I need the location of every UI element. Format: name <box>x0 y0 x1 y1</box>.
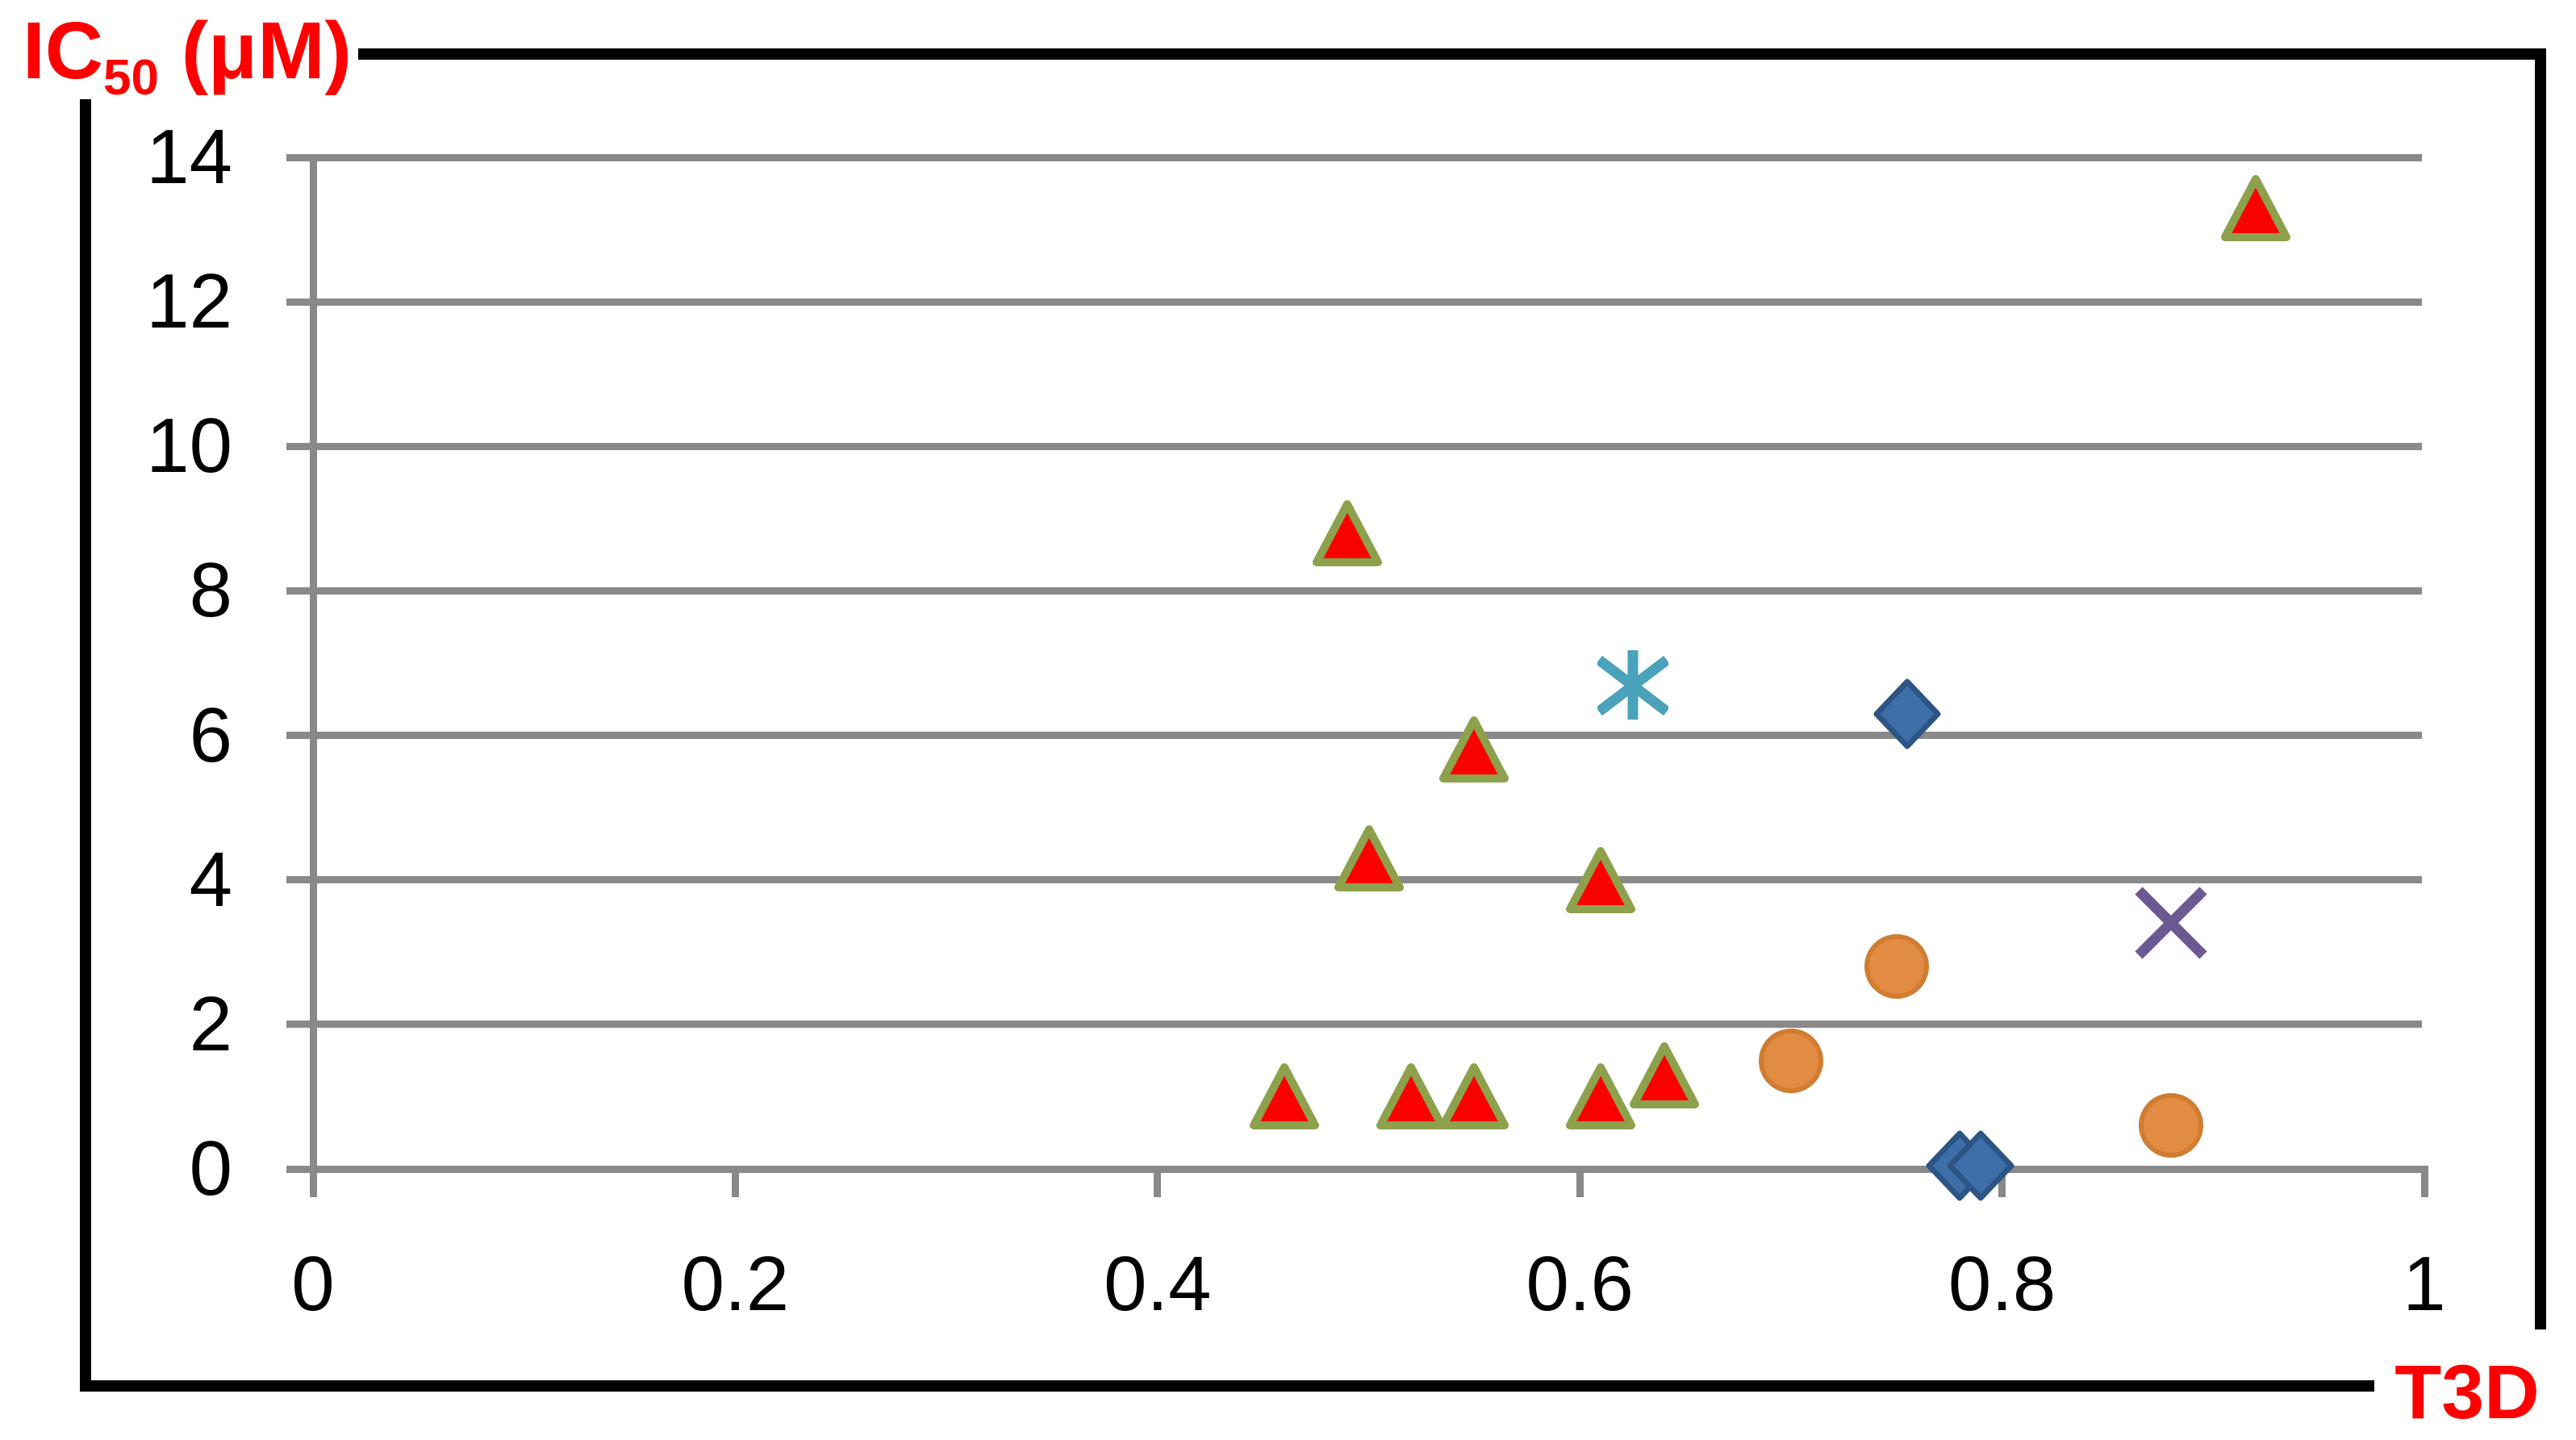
y-tick-label: 6 <box>189 691 232 778</box>
scatter-point-triangle-up-icon <box>1312 499 1383 568</box>
y-axis-title-subscript: 50 <box>103 49 159 106</box>
x-tick <box>1576 1166 1584 1197</box>
scatter-point-triangle-up-icon <box>1629 1041 1700 1110</box>
scatter-point-triangle-up-icon <box>1438 1062 1509 1131</box>
y-tick-label: 0 <box>189 1125 232 1212</box>
y-tick-label: 8 <box>189 547 232 634</box>
y-axis-title: IC50 (μM) <box>23 5 352 106</box>
x-tick-label: 0 <box>291 1241 335 1327</box>
scatter-point-circle-icon <box>1864 933 1930 1000</box>
scatter-point-triangle-up-icon <box>1565 1062 1636 1131</box>
y-tick-label: 12 <box>146 258 232 345</box>
y-tick-label: 10 <box>146 403 232 490</box>
scatter-point-triangle-up-icon <box>1438 715 1509 784</box>
y-gridline <box>286 1021 2422 1029</box>
scatter-point-x-icon <box>2135 887 2207 960</box>
scatter-point-triangle-up-icon <box>2220 173 2291 243</box>
frame-border-right <box>2535 48 2546 1329</box>
y-gridline <box>286 732 2422 740</box>
y-axis-title-main: IC <box>23 6 103 96</box>
y-gridline <box>286 298 2422 306</box>
x-tick-label: 0.4 <box>1104 1241 1212 1327</box>
frame-border-left <box>80 99 91 1392</box>
scatter-point-triangle-up-icon <box>1565 845 1636 915</box>
y-gridline <box>286 442 2422 450</box>
frame-border-bottom <box>80 1380 2374 1392</box>
scatter-point-circle-icon <box>2138 1092 2204 1158</box>
x-tick-label: 0.2 <box>681 1241 790 1327</box>
frame-border-top <box>358 48 2546 60</box>
scatter-point-circle-icon <box>1758 1028 1824 1094</box>
y-tick-label: 4 <box>189 836 232 923</box>
y-tick-label: 14 <box>146 114 232 200</box>
scatter-point-triangle-up-icon <box>1249 1062 1320 1131</box>
y-axis-title-unit: (μM) <box>158 6 352 96</box>
scatter-point-asterisk-icon <box>1597 649 1668 721</box>
x-tick-label: 1 <box>2403 1241 2446 1327</box>
y-tick-label: 2 <box>189 980 232 1067</box>
scatter-point-triangle-up-icon <box>1376 1062 1447 1131</box>
y-gridline <box>286 1165 2422 1173</box>
x-tick-label: 0.8 <box>1948 1241 2056 1327</box>
x-tick-label: 0.6 <box>1526 1241 1634 1327</box>
scatter-point-diamond-icon <box>1873 678 1941 749</box>
x-tick <box>1154 1166 1162 1197</box>
x-tick <box>309 1166 317 1197</box>
y-gridline <box>286 586 2422 595</box>
x-tick <box>1998 1166 2006 1197</box>
scatter-point-triangle-up-icon <box>1334 824 1405 893</box>
x-tick <box>731 1166 739 1197</box>
y-axis-line <box>309 153 317 1197</box>
x-tick <box>2420 1166 2428 1197</box>
scatter-point-diamond-icon <box>1947 1130 2014 1201</box>
y-gridline <box>286 153 2422 161</box>
x-axis-title: T3D <box>2394 1350 2540 1435</box>
